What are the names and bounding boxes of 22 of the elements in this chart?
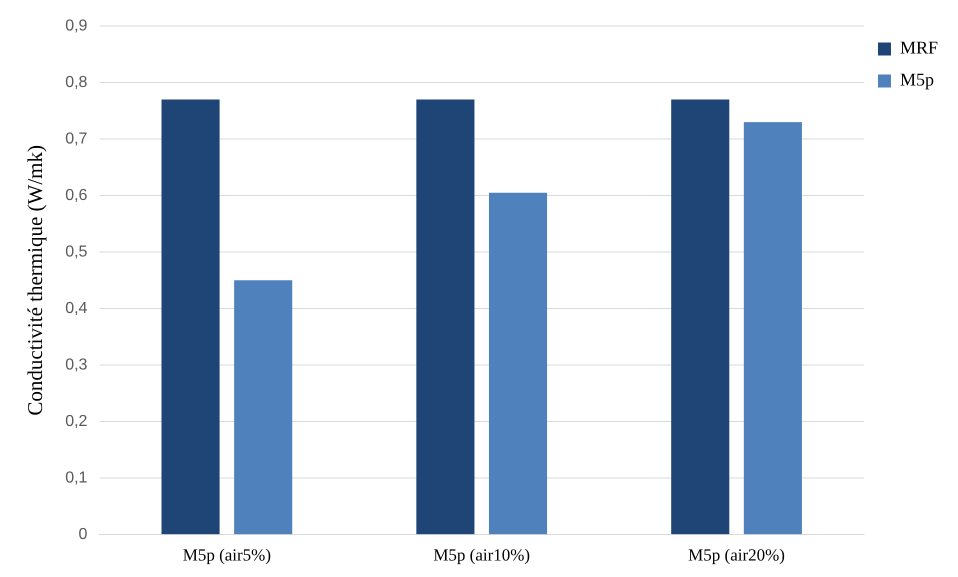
x-tick-label: M5p (air20%)	[688, 545, 785, 564]
y-tick-label: 0,5	[65, 243, 88, 260]
bar	[161, 99, 220, 534]
y-tick-label: 0,7	[65, 130, 88, 148]
y-tick-label: 0,4	[65, 300, 88, 317]
legend-label: MRF	[900, 38, 938, 58]
x-tick-label: M5p (air10%)	[433, 545, 530, 564]
bar	[671, 99, 730, 534]
y-tick-label: 0,1	[65, 469, 88, 486]
y-tick-label: 0,9	[65, 17, 88, 34]
y-axis-title: Conductivité thermique (W/mk)	[23, 144, 48, 416]
x-tick-label: M5p (air5%)	[182, 545, 272, 564]
y-tick-label: 0,2	[65, 412, 88, 430]
bar	[488, 192, 548, 534]
y-tick-label: 0,8	[65, 74, 88, 91]
y-tick-label: 0,3	[65, 356, 88, 374]
y-tick-label: 0,6	[65, 186, 88, 204]
bar	[416, 99, 474, 534]
bar	[234, 280, 292, 534]
bar	[744, 122, 802, 534]
y-tick-label: 0	[78, 526, 88, 544]
legend-label: M5p	[900, 70, 934, 90]
